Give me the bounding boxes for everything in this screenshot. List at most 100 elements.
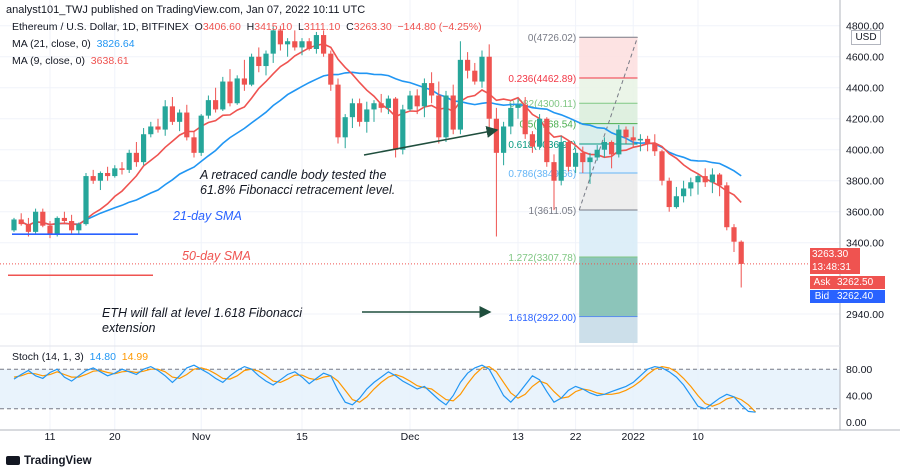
candle-body <box>25 224 31 232</box>
candle-body <box>213 100 219 110</box>
candle <box>443 90 449 142</box>
stoch-tick-label: 0.00 <box>846 417 867 429</box>
candle <box>429 72 435 104</box>
candle <box>155 118 161 133</box>
y-tick-label: 2940.00 <box>846 309 884 321</box>
tradingview-logo-icon <box>6 456 20 465</box>
candle <box>724 182 730 231</box>
candle <box>299 38 305 56</box>
candle <box>47 221 53 239</box>
candle <box>90 169 96 184</box>
currency-button[interactable]: USD <box>851 30 881 45</box>
candle-body <box>573 152 579 167</box>
candle <box>241 59 247 91</box>
candle-body <box>652 143 658 152</box>
countdown-tag: 13:48:31 <box>810 261 860 274</box>
candle <box>702 168 708 187</box>
candle <box>234 75 240 105</box>
candle-body <box>450 95 456 130</box>
candle <box>213 87 219 113</box>
candle-body <box>659 151 665 181</box>
candle-body <box>105 172 111 177</box>
candle-body <box>717 174 723 186</box>
candle <box>688 177 694 197</box>
fib-zone <box>579 173 638 211</box>
ask-price: 3262.50 <box>834 276 885 289</box>
candle-body <box>508 107 514 127</box>
candle-body <box>249 56 255 85</box>
candle <box>537 114 543 150</box>
candle-body <box>33 211 39 232</box>
candle <box>133 141 139 167</box>
candle-body <box>177 112 183 122</box>
extension-annotation: ETH will fall at level 1.618 Fibonacci ex… <box>102 306 303 335</box>
publisher-line: analyst101_TWJ published on TradingView.… <box>6 4 366 16</box>
x-tick-label: 10 <box>692 431 704 443</box>
candle <box>76 222 82 235</box>
candle-body <box>335 84 341 138</box>
candle-body <box>630 137 636 141</box>
candle-body <box>457 59 463 130</box>
candle-body <box>522 104 528 135</box>
candle <box>558 135 564 186</box>
sma50-annotation: 50-day SMA <box>182 249 251 263</box>
stoch-d-line <box>13 365 757 413</box>
candle-body <box>90 176 96 181</box>
candle-body <box>443 95 449 138</box>
fib-level-label: 0.618(4036.97) <box>508 140 576 151</box>
candle-body <box>731 227 737 242</box>
candle-body <box>465 59 471 71</box>
candle-body <box>306 41 312 49</box>
candle <box>695 174 701 195</box>
candle-body <box>277 30 283 45</box>
retrace-annotation: A retraced candle body tested the 61.8% F… <box>200 168 396 197</box>
x-tick-label: 2022 <box>622 431 646 443</box>
candle-body <box>162 106 168 130</box>
candle-body <box>681 188 687 197</box>
last-price-tag: 3263.30 <box>810 248 860 261</box>
candle <box>364 101 370 133</box>
candle-body <box>637 138 643 141</box>
candle-body <box>205 100 211 116</box>
candle-body <box>364 109 370 122</box>
candle <box>306 38 312 51</box>
ma21-legend: MA (21, close, 0) 3826.64 <box>12 38 135 50</box>
candle <box>623 126 629 144</box>
candle <box>148 121 154 138</box>
candle-body <box>191 137 197 153</box>
fib-zone <box>579 123 638 145</box>
candle <box>659 149 665 186</box>
fib-zone <box>579 37 638 78</box>
y-tick-label: 3600.00 <box>846 207 884 219</box>
candle-body <box>486 56 492 119</box>
candle-body <box>601 141 607 150</box>
candle-body <box>18 219 24 225</box>
candle-body <box>313 35 319 49</box>
candle-body <box>119 168 125 170</box>
candle-body <box>738 241 744 264</box>
candle-body <box>393 98 399 150</box>
candle <box>645 135 651 152</box>
fib-trend-line <box>578 37 638 211</box>
candle <box>184 104 190 141</box>
candle <box>421 78 427 118</box>
candle-body <box>623 129 629 138</box>
candle-body <box>148 126 154 135</box>
bid-label: Bid <box>810 290 834 303</box>
candle-body <box>565 141 571 167</box>
candle-body <box>515 104 521 108</box>
candle-body <box>385 98 391 108</box>
candle <box>357 98 363 127</box>
candle <box>400 104 406 155</box>
candle <box>198 114 204 156</box>
candle <box>256 47 262 73</box>
candle-body <box>270 30 276 54</box>
candle-body <box>241 78 247 85</box>
candle <box>313 31 319 54</box>
candle <box>717 172 723 197</box>
x-tick-label: 11 <box>45 431 56 443</box>
fib-level-label: 1.618(2922.00) <box>508 313 576 324</box>
stoch-k-line <box>13 364 756 413</box>
candle-body <box>695 176 701 183</box>
